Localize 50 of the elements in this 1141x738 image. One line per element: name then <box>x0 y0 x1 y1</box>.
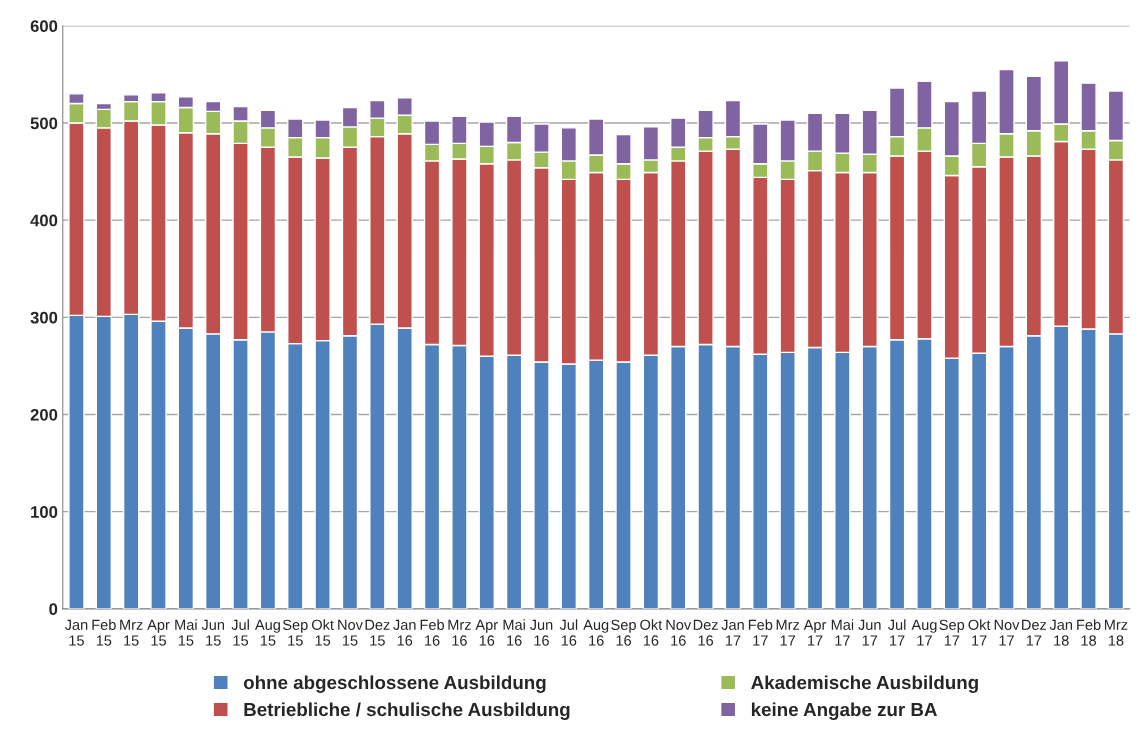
x-tick-label: Jan 16 <box>393 619 416 646</box>
x-tick-label: Sep 15 <box>282 619 308 646</box>
x-tick-label: Jan 17 <box>721 619 744 646</box>
x-tick-label: Aug 15 <box>254 619 280 646</box>
legend-label: ohne abgeschlossene Ausbildung <box>243 675 546 693</box>
x-tick-label: Mai 17 <box>831 619 854 646</box>
x-tick-label: Apr 16 <box>475 619 498 646</box>
x-tick-label: Sep 17 <box>939 619 965 646</box>
x-tick-label: Dez 17 <box>1022 619 1047 646</box>
x-tick-label: Mai 16 <box>503 619 525 646</box>
y-tick-label: 100 <box>31 506 58 518</box>
x-tick-label: Mai 15 <box>175 619 197 646</box>
x-tick-label: Okt 15 <box>311 619 334 646</box>
x-tick-label: Mrz 16 <box>448 619 471 646</box>
x-tick-label: Jul 17 <box>887 619 906 646</box>
x-tick-label: Feb 18 <box>1077 619 1101 646</box>
x-tick-label: Feb 17 <box>748 619 773 646</box>
x-tick-label: Jan 15 <box>64 619 88 646</box>
x-tick-label: Apr 15 <box>147 619 170 646</box>
x-tick-label: Jul 15 <box>231 619 249 646</box>
x-tick-label: Mrz 18 <box>1104 619 1128 646</box>
y-tick-label: 400 <box>30 214 58 227</box>
y-tick-label: 600 <box>30 20 58 33</box>
legend-label: keine Angabe zur BA <box>751 702 937 720</box>
y-tick-label: 0 <box>49 603 58 616</box>
x-tick-label: Dez 15 <box>365 619 390 646</box>
legend-label: Betriebliche / schulische Ausbildung <box>244 702 570 720</box>
x-tick-label: Mrz 17 <box>776 619 800 646</box>
y-tick-label: 300 <box>30 311 58 324</box>
x-tick-label: Jun 16 <box>529 619 553 646</box>
x-tick-label: Feb 15 <box>92 619 116 646</box>
x-tick-label: Okt 16 <box>640 619 663 646</box>
x-tick-label: Okt 17 <box>968 619 991 646</box>
x-tick-label: Nov 16 <box>666 619 692 646</box>
y-tick-label: 500 <box>30 117 58 130</box>
x-tick-label: Jun 15 <box>201 619 225 646</box>
x-tick-label: Aug 17 <box>911 619 937 646</box>
legend-label: Akademische Ausbildung <box>751 675 978 693</box>
x-tick-label: Sep 16 <box>611 619 636 646</box>
x-tick-label: Jan 18 <box>1049 619 1073 646</box>
x-tick-label: Mrz 15 <box>120 619 143 646</box>
x-tick-label: Nov 15 <box>338 619 363 646</box>
x-tick-label: Feb 16 <box>420 619 444 646</box>
x-tick-label: Jul 16 <box>559 619 578 646</box>
x-tick-label: Dez 16 <box>693 619 718 646</box>
x-tick-label: Jun 17 <box>858 619 881 646</box>
x-tick-label: Aug 16 <box>583 619 609 646</box>
x-tick-label: Nov 17 <box>994 619 1020 646</box>
y-tick-label: 200 <box>30 408 58 421</box>
x-tick-label: Apr 17 <box>803 619 827 646</box>
